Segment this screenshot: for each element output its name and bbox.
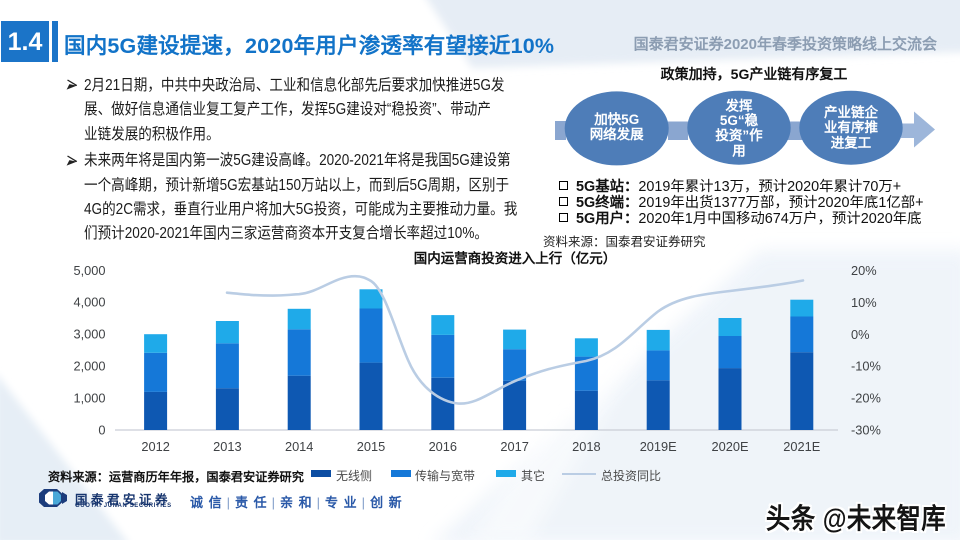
svg-text:2012: 2012	[141, 439, 169, 454]
svg-text:0: 0	[98, 422, 105, 437]
svg-text:国内运营商投资进入上行（亿元）: 国内运营商投资进入上行（亿元）	[414, 250, 617, 266]
svg-text:加快5G: 加快5G	[593, 111, 639, 127]
svg-text:4,000: 4,000	[73, 295, 105, 310]
svg-text:20%: 20%	[851, 263, 877, 278]
svg-text:2013: 2013	[213, 439, 241, 454]
svg-text:3,000: 3,000	[73, 327, 105, 342]
svg-text:0%: 0%	[851, 327, 870, 342]
svg-text:2017: 2017	[500, 439, 528, 454]
svg-text:2019E: 2019E	[640, 439, 677, 454]
svg-text:2020E: 2020E	[711, 439, 748, 454]
svg-text:发挥: 发挥	[725, 97, 754, 113]
svg-text:2018: 2018	[572, 439, 600, 454]
svg-text:5,000: 5,000	[73, 263, 105, 278]
svg-text:产业链企: 产业链企	[824, 104, 878, 120]
svg-text:投资”作: 投资”作	[715, 127, 763, 143]
svg-text:2,000: 2,000	[73, 359, 105, 374]
svg-text:2021E: 2021E	[783, 439, 820, 454]
svg-text:2015: 2015	[357, 439, 385, 454]
svg-text:网络发展: 网络发展	[590, 126, 644, 142]
svg-text:-30%: -30%	[851, 423, 881, 438]
svg-text:5G“稳: 5G“稳	[720, 112, 759, 128]
svg-text:2016: 2016	[429, 439, 457, 454]
svg-text:-20%: -20%	[851, 391, 881, 406]
svg-text:业有序推: 业有序推	[824, 119, 878, 135]
svg-text:进复工: 进复工	[831, 135, 872, 151]
svg-text:1,000: 1,000	[73, 390, 105, 405]
svg-text:用: 用	[732, 143, 746, 158]
svg-text:2014: 2014	[285, 439, 313, 454]
svg-text:-10%: -10%	[851, 359, 881, 374]
svg-text:10%: 10%	[851, 295, 877, 310]
